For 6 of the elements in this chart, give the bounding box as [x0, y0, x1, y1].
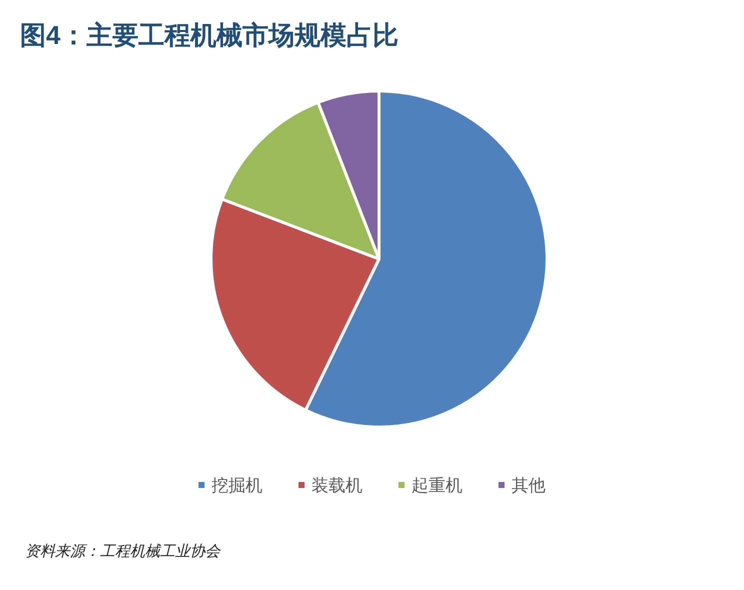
legend-label: 装载机	[312, 476, 362, 495]
legend-label: 起重机	[412, 476, 462, 495]
chart-title: 图4：主要工程机械市场规模占比	[20, 20, 398, 50]
legend-label: 挖掘机	[212, 476, 262, 495]
legend-label: 其他	[512, 476, 546, 495]
text: 资料来源：工程机械工业协会	[25, 543, 221, 560]
